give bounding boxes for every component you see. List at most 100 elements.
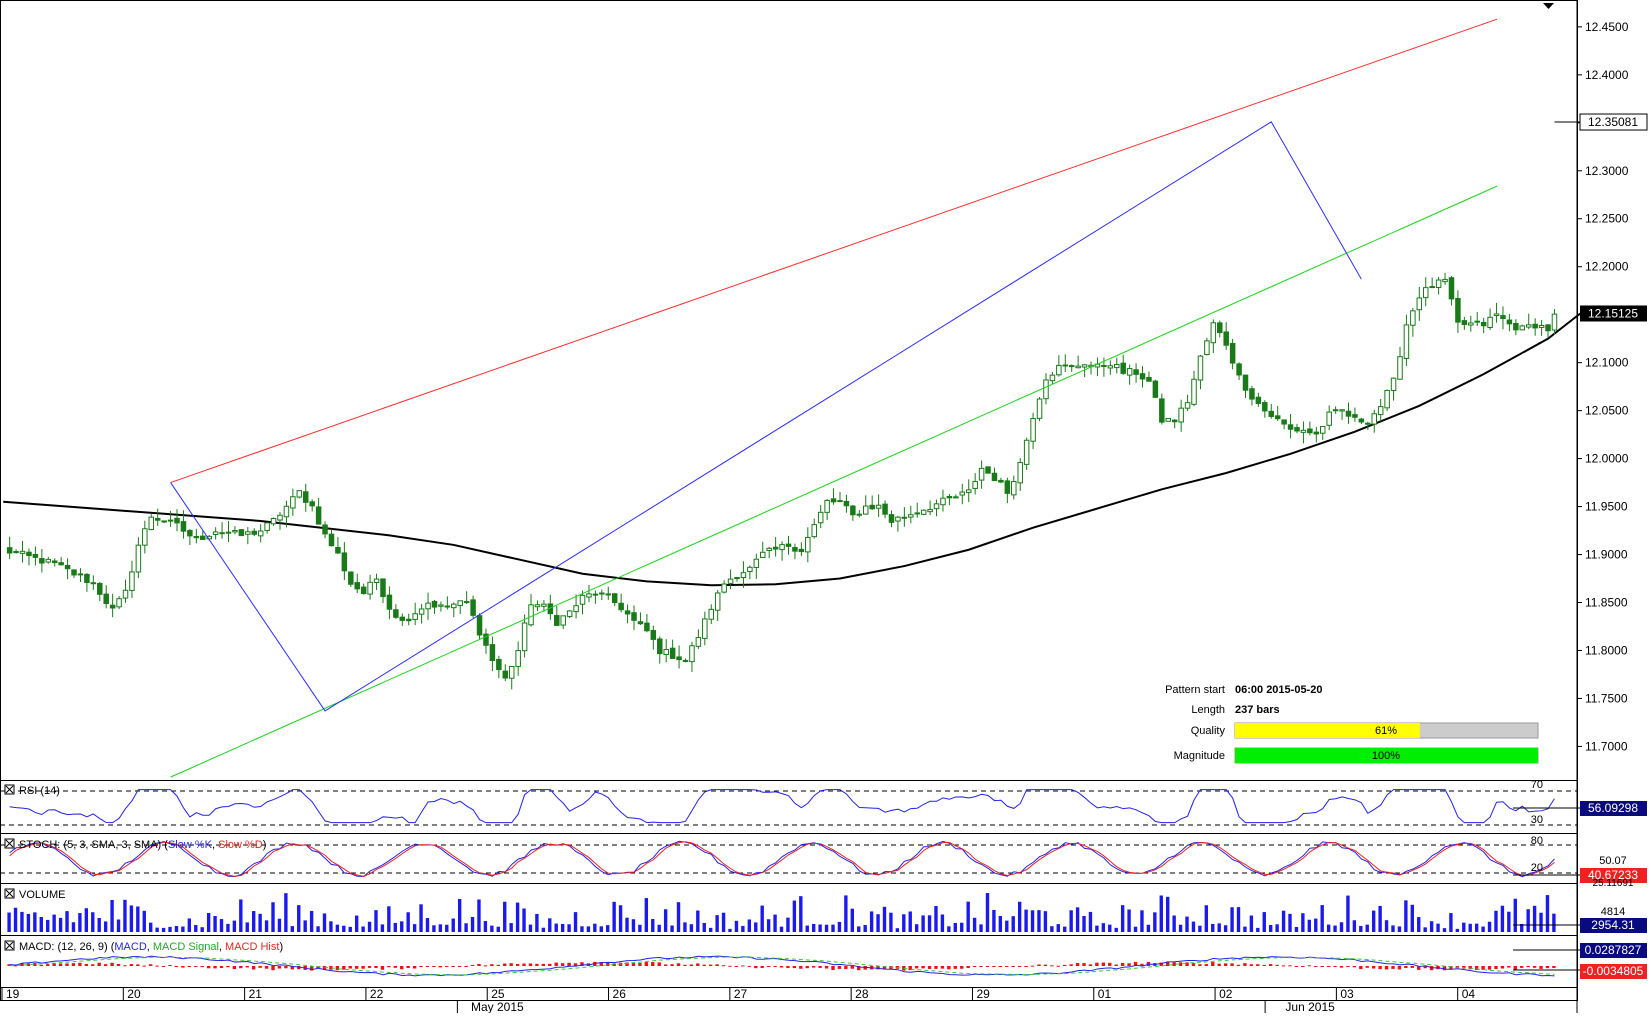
candle-body bbox=[1545, 324, 1551, 332]
month-label: Jun 2015 bbox=[1285, 1000, 1335, 1013]
candle-body bbox=[1159, 398, 1165, 423]
volume-bar bbox=[863, 925, 867, 932]
scroll-marker-icon[interactable] bbox=[1543, 3, 1554, 9]
volume-bar bbox=[425, 918, 430, 932]
candle-body bbox=[689, 645, 695, 663]
macd-hist-bar bbox=[1487, 966, 1492, 970]
volume-bar bbox=[786, 917, 790, 932]
volume-close-icon[interactable] bbox=[5, 889, 14, 898]
candle-body bbox=[920, 509, 927, 515]
volume-bar bbox=[284, 893, 288, 932]
candle-body bbox=[200, 535, 206, 540]
macd-hist-bar bbox=[477, 963, 481, 966]
macd-hist-bar bbox=[168, 964, 172, 966]
candle-body bbox=[785, 543, 792, 547]
macd-hist-bar bbox=[297, 966, 301, 970]
candle-body bbox=[6, 547, 13, 554]
macd-hist-bar bbox=[1326, 966, 1331, 967]
macd-hist-bar bbox=[20, 963, 24, 966]
price-tick-label: 11.7000 bbox=[1585, 739, 1628, 753]
macd-hist-bar bbox=[773, 966, 777, 967]
volume-bar bbox=[309, 910, 314, 932]
candle-body bbox=[1429, 286, 1435, 289]
stoch-close-icon[interactable] bbox=[5, 839, 14, 848]
macd-hist-bar bbox=[541, 963, 546, 966]
candle-body bbox=[631, 612, 637, 621]
candle-body bbox=[1313, 431, 1320, 435]
candle-body bbox=[161, 520, 167, 523]
macd-hist-bar bbox=[689, 964, 694, 966]
macd-hist-bar bbox=[219, 966, 224, 968]
candle-body bbox=[212, 531, 219, 535]
macd-hist-bar bbox=[226, 966, 230, 968]
price-tick-label: 11.7500 bbox=[1585, 691, 1628, 705]
macd-hist-series-label: MACD Hist bbox=[225, 941, 279, 953]
macd-hist-bar bbox=[309, 966, 314, 971]
volume-bar bbox=[953, 923, 957, 932]
macd-signal-series-label: MACD Signal bbox=[153, 941, 219, 953]
volume-bar bbox=[367, 921, 372, 932]
volume-bar bbox=[1526, 909, 1530, 932]
candle-body bbox=[985, 466, 991, 474]
volume-bar bbox=[20, 911, 24, 932]
pattern-layer bbox=[170, 18, 1498, 778]
volume-bar bbox=[1391, 925, 1395, 932]
quality-label: Quality bbox=[1191, 725, 1226, 737]
volume-bar bbox=[554, 923, 558, 932]
candle-body bbox=[174, 517, 180, 524]
candle-body bbox=[348, 571, 354, 585]
candle-body bbox=[444, 605, 451, 608]
volume-bar bbox=[1397, 926, 1402, 932]
candle-body bbox=[1178, 407, 1184, 423]
candle-body bbox=[1493, 313, 1500, 317]
candle-body bbox=[882, 503, 888, 515]
macd-hist-bar bbox=[786, 966, 790, 969]
volume-bar bbox=[168, 926, 172, 932]
candle-body bbox=[1538, 324, 1545, 328]
candle-body bbox=[566, 610, 573, 617]
volume-bar bbox=[1449, 913, 1453, 932]
macd-hist-bar bbox=[103, 964, 108, 966]
candle-body bbox=[965, 489, 972, 493]
macd-hist-bar bbox=[438, 966, 443, 968]
macd-hist-bar bbox=[683, 964, 687, 966]
macd-close-icon[interactable] bbox=[5, 941, 14, 950]
macd-hist-bar bbox=[116, 963, 121, 966]
volume-bar bbox=[1326, 924, 1331, 932]
magnitude-value: 100% bbox=[1372, 750, 1400, 762]
candle-body bbox=[817, 511, 824, 524]
macd-hist-bar bbox=[651, 962, 655, 966]
candle-body bbox=[676, 656, 682, 661]
volume-bar bbox=[638, 924, 642, 932]
volume-bar bbox=[1095, 925, 1099, 932]
volume-bar bbox=[1153, 912, 1157, 932]
macd-hist-bar bbox=[277, 966, 282, 969]
macd-hist-bar bbox=[1320, 966, 1324, 967]
candle-body bbox=[1062, 364, 1069, 367]
macd-hist-bar bbox=[129, 964, 134, 966]
volume-bar bbox=[573, 912, 578, 932]
candle-body bbox=[798, 548, 805, 553]
macd-line bbox=[9, 955, 1555, 977]
macd-hist-bar bbox=[1256, 964, 1260, 966]
macd-hist-bar bbox=[335, 966, 340, 971]
macd-hist-bar bbox=[947, 966, 951, 970]
macd-hist-bar bbox=[921, 966, 925, 969]
volume-bar bbox=[406, 912, 410, 932]
volume-bar bbox=[342, 925, 346, 932]
macd-hist-bar bbox=[606, 962, 610, 966]
candle-body bbox=[837, 500, 843, 503]
macd-hist-bar bbox=[7, 964, 11, 966]
candle-body bbox=[1513, 323, 1519, 331]
candle-body bbox=[1229, 342, 1236, 364]
candle-body bbox=[508, 665, 515, 679]
macd-hist-bar bbox=[58, 963, 63, 966]
rsi-close-icon[interactable] bbox=[5, 785, 14, 794]
stoch-k-value: 40.67233 bbox=[1588, 868, 1638, 882]
volume-label: VOLUME bbox=[19, 889, 65, 901]
candle-body bbox=[721, 583, 727, 593]
macd-hist-bar bbox=[110, 962, 114, 966]
candle-body bbox=[1056, 364, 1062, 376]
candle-body bbox=[103, 593, 109, 604]
